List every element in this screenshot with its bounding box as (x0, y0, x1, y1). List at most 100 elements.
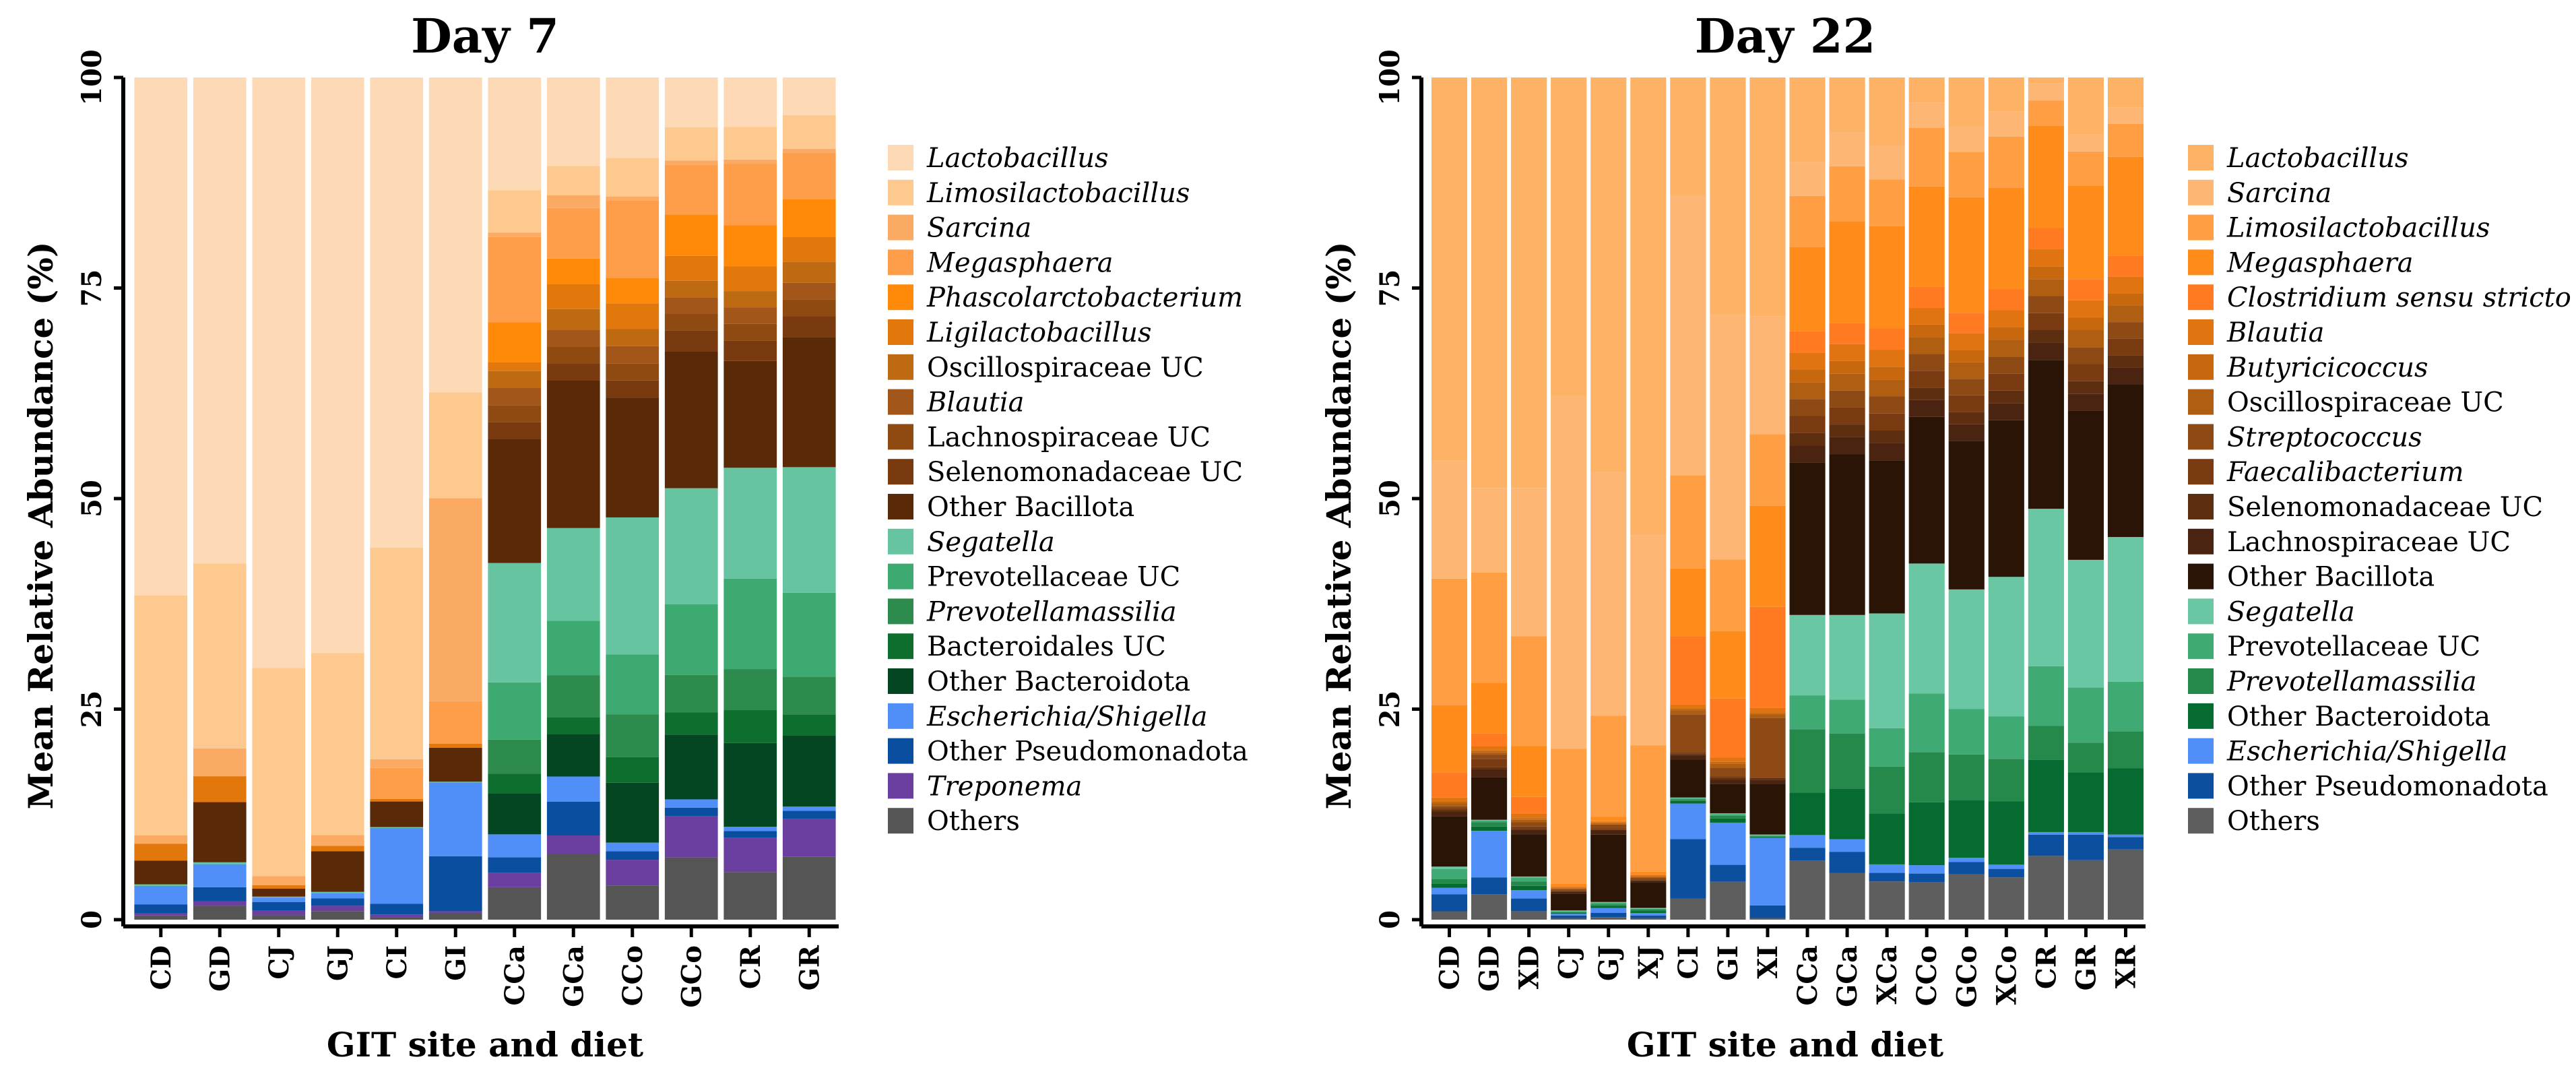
bar-segment (1431, 869, 1468, 879)
bar-segment (1590, 823, 1627, 825)
bar-segment (1948, 313, 1985, 334)
bar-segment (1511, 636, 1547, 747)
bar-segment (1829, 77, 1865, 133)
bar-segment (1789, 352, 1826, 370)
bar-segment (546, 309, 600, 330)
bar-segment (2067, 559, 2104, 688)
bar-segment (2067, 134, 2104, 152)
legend-label: Lachnospiraceae UC (2227, 527, 2511, 558)
x-tick-label: CCo (1911, 945, 1943, 1006)
bar-segment (1988, 877, 2024, 920)
bar-stack-CCa (488, 77, 542, 920)
bar-segment (1670, 714, 1706, 753)
bar-segment (1908, 324, 1945, 338)
bar-segment (1630, 881, 1667, 883)
legend-swatch (888, 354, 913, 380)
bar-segment (1869, 396, 1905, 414)
bar-segment (134, 77, 188, 596)
bar-segment (1471, 755, 1508, 759)
bar-segment (2067, 381, 2104, 394)
bar-segment (1670, 839, 1706, 899)
bar-segment (1988, 403, 2024, 420)
bar-segment (1789, 369, 1826, 383)
bar-segment (1590, 913, 1627, 918)
y-tick-label: 100 (1374, 49, 1406, 106)
x-tick-label: CR (735, 945, 767, 989)
bar-segment (1551, 889, 1587, 891)
bar-segment (488, 439, 542, 563)
bar-segment (1551, 749, 1587, 884)
bar-segment (1431, 803, 1468, 806)
bar-segment (782, 261, 836, 283)
bar-segment (1511, 822, 1547, 827)
legend-label: Megasphaera (2226, 247, 2413, 278)
legend-label: Prevotellaceae UC (927, 562, 1180, 593)
legend-item: Escherichia/Shigella (888, 701, 1207, 732)
bar-segment (193, 887, 247, 901)
bar-segment (1789, 462, 1826, 615)
bar-stack-CR (723, 77, 777, 920)
bar-segment (1829, 344, 1865, 361)
bar-segment (2107, 123, 2144, 157)
bar-segment (134, 904, 188, 913)
x-axis-label: GIT site and diet (327, 1025, 643, 1065)
legend-swatch (888, 145, 913, 170)
bar-segment (1908, 865, 1945, 874)
legend-label: Selenomonadaceae UC (927, 457, 1243, 488)
bar-segment (1431, 812, 1468, 817)
bar-segment (193, 802, 247, 862)
legend-label: Sarcina (2227, 178, 2331, 209)
bar-segment (664, 674, 718, 713)
bar-segment (1511, 890, 1547, 899)
bar-segment (1511, 77, 1547, 488)
legend-item: Sarcina (2188, 178, 2331, 209)
bar-stack-CI (370, 77, 424, 920)
bar-segment (606, 782, 659, 843)
bar-segment (311, 891, 364, 893)
bar-segment (311, 911, 364, 920)
legend-item: Other Pseudomonadota (2188, 771, 2548, 802)
bar-segment (1670, 753, 1706, 755)
bar-segment (1908, 693, 1945, 753)
bar-segment (1789, 382, 1826, 400)
bar-segment (1630, 879, 1667, 881)
bar-segment (1471, 746, 1508, 751)
legend-swatch (2188, 214, 2214, 241)
bar-segment (1471, 831, 1508, 878)
bar-segment (252, 668, 306, 877)
bar-segment (1511, 818, 1547, 820)
bar-segment (134, 835, 188, 844)
bar-segment (428, 912, 482, 920)
bar-segment (1749, 837, 1786, 906)
bar-segment (252, 915, 306, 920)
bar-segment (2028, 313, 2064, 330)
bar-segment (1789, 792, 1826, 835)
legend-swatch (2188, 738, 2214, 764)
bar-segment (723, 578, 777, 670)
bar-segment (370, 767, 424, 799)
bar-segment (1829, 839, 1865, 852)
bar-segment (1511, 911, 1547, 920)
bar-segment (193, 77, 247, 564)
bar-segment (1908, 752, 1945, 802)
bar-segment (1869, 146, 1905, 180)
x-tick-label: GJ (322, 945, 354, 981)
legend-swatch (888, 494, 913, 519)
bar-segment (1710, 314, 1746, 560)
bar-segment (1829, 221, 1865, 323)
bar-segment (488, 857, 542, 873)
bar-segment (1590, 817, 1627, 821)
bar-segment (1869, 350, 1905, 367)
bar-segment (546, 381, 600, 528)
bar-segment (606, 363, 659, 381)
bar-segment (1511, 796, 1547, 814)
bar-segment (1670, 898, 1706, 920)
bar-segment (193, 776, 247, 802)
bar-segment (1590, 908, 1627, 913)
legend-label: Oscillospiraceae UC (2227, 387, 2504, 418)
bar-segment (1908, 416, 1945, 564)
bar-segment (546, 364, 600, 381)
bar-segment (311, 846, 364, 852)
bar-segment (370, 917, 424, 920)
